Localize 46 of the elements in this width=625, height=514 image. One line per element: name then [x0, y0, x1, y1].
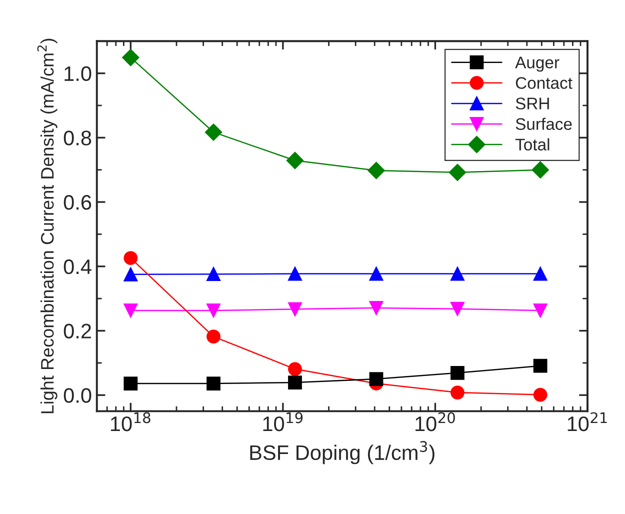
point	[369, 372, 384, 386]
point	[204, 124, 222, 141]
y-tick-label: 0.4	[64, 259, 92, 274]
x-tick-label: 10$^{18}$	[110, 412, 150, 432]
y-tick-label: 0.8	[64, 130, 92, 146]
point	[369, 300, 384, 315]
point	[124, 304, 138, 318]
legend-label: SRH	[516, 98, 549, 110]
point	[124, 376, 138, 390]
point	[533, 304, 548, 318]
point	[124, 251, 138, 265]
point	[532, 161, 549, 178]
point	[206, 330, 220, 344]
point	[288, 376, 302, 390]
y-tick-label: 1.0	[64, 66, 92, 82]
y-tick-label: 0.2	[64, 324, 91, 338]
point	[286, 152, 304, 170]
point	[288, 302, 302, 316]
x-axis-title: BSF Doping (1/cm$^{3}$)	[250, 441, 434, 464]
x-tick-label: 10$^{20}$	[416, 412, 455, 432]
point	[206, 267, 220, 282]
x-tick-label: 10$^{19}$	[263, 412, 303, 432]
point	[533, 266, 548, 281]
point	[448, 164, 466, 181]
legend-label: Contact	[516, 77, 572, 89]
point	[533, 358, 548, 373]
point	[288, 362, 302, 376]
legend-label: Auger	[515, 56, 560, 72]
point	[369, 266, 384, 281]
point	[450, 266, 464, 281]
legend-label: Total	[515, 138, 550, 151]
point	[288, 266, 302, 281]
point	[122, 48, 140, 66]
point	[450, 302, 464, 316]
point	[368, 162, 385, 180]
point	[206, 304, 220, 318]
point	[124, 267, 138, 282]
y-tick-label: 0.0	[64, 388, 92, 403]
legend-label: Surface	[516, 118, 572, 130]
point	[206, 376, 220, 390]
point	[450, 366, 464, 380]
y-axis-title: Light Recombination Current Density (mA/cm$^{2}$)	[37, 38, 58, 414]
point	[533, 388, 548, 402]
y-tick-label: 0.6	[64, 195, 92, 210]
x-tick-label: 10$^{21}$	[568, 412, 607, 432]
point	[450, 386, 464, 400]
